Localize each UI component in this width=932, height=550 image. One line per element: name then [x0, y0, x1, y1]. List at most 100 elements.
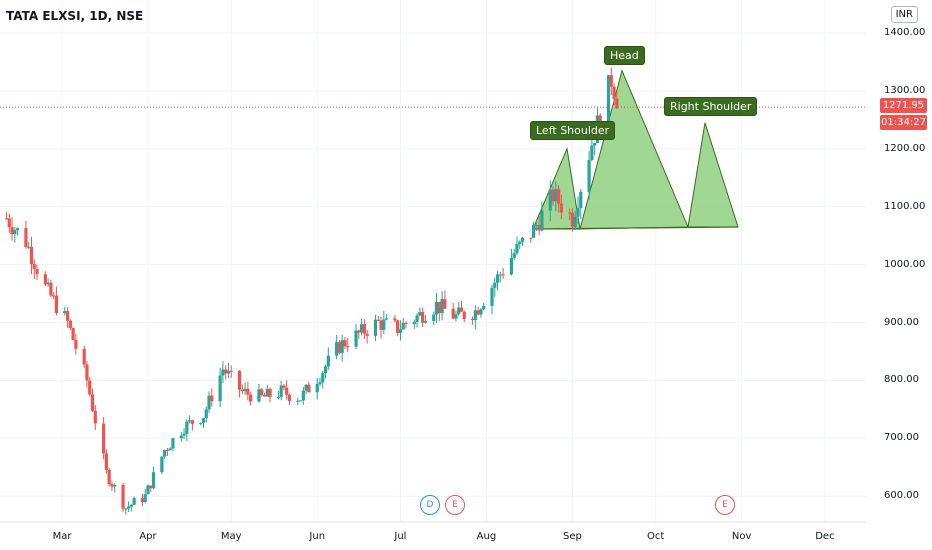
candle-body [321, 373, 325, 383]
candle-body [326, 355, 330, 367]
candle-body [432, 314, 436, 321]
left-shoulder-label[interactable]: Left Shoulder [530, 121, 616, 140]
candle-body [340, 340, 344, 353]
candle-body [71, 328, 75, 340]
candle-body [337, 342, 342, 353]
candle-body [190, 420, 194, 424]
right-shoulder-shape[interactable] [687, 122, 739, 228]
candle-body [401, 322, 405, 330]
candle-body [43, 274, 47, 285]
earnings-event-marker[interactable]: E [445, 495, 465, 515]
x-tick-label: Jul [394, 531, 407, 542]
candle-body [548, 189, 552, 211]
candle-body [16, 228, 20, 231]
candle-body [593, 143, 597, 146]
candle-body [143, 494, 147, 503]
candle-body [74, 339, 78, 349]
candle-body [384, 318, 389, 320]
candle-body [207, 395, 211, 410]
candle-body [199, 423, 203, 425]
candle-body [146, 485, 150, 495]
earnings-event-marker[interactable]: E [715, 495, 735, 515]
x-tick-label: Dec [815, 531, 835, 542]
price-axis[interactable] [866, 0, 932, 550]
currency-badge[interactable]: INR [890, 6, 918, 23]
candle-body [160, 456, 164, 473]
candle-body [418, 312, 422, 316]
candle-body [182, 433, 186, 436]
neckline[interactable] [532, 226, 739, 230]
candle-body [304, 384, 308, 391]
y-tick-label: 800.00 [884, 374, 919, 386]
dividend-event-marker[interactable]: D [420, 495, 440, 515]
candle-body [201, 418, 206, 424]
candle-body [46, 282, 50, 285]
x-tick-label: Mar [52, 531, 72, 542]
candle-body [90, 394, 95, 411]
candle-body [360, 324, 364, 333]
candle-body [343, 340, 347, 347]
candle-body [609, 75, 613, 87]
candle-body [559, 203, 563, 213]
candle-body [32, 263, 36, 270]
candle-body [237, 370, 242, 390]
candle-body [85, 364, 89, 381]
candle-body [7, 218, 11, 228]
grid-lines [0, 0, 866, 522]
candle-body [357, 330, 361, 333]
y-tick-label: 1400.00 [884, 27, 926, 38]
candle-body [121, 484, 125, 509]
candle-body [246, 388, 250, 395]
candle-body [149, 485, 153, 489]
y-tick-label: 600.00 [884, 490, 919, 502]
candle-body [179, 435, 183, 439]
candle-body [276, 397, 280, 399]
candle-body [379, 320, 383, 330]
candle-body [362, 324, 366, 334]
candle-body [415, 315, 419, 322]
candle-body [573, 216, 577, 228]
candle-body [93, 410, 97, 424]
candle-body [229, 370, 233, 372]
candle-body [315, 383, 319, 393]
candle-body [279, 385, 283, 398]
head-and-shoulders-pattern[interactable] [532, 69, 739, 230]
candle-body [576, 208, 580, 217]
candle-body [296, 400, 300, 402]
candle-body [568, 212, 572, 214]
candle-body [210, 395, 214, 402]
candle-body [512, 253, 516, 258]
head-shape[interactable] [579, 69, 689, 230]
candle-body [221, 369, 225, 376]
candle-body [532, 225, 536, 238]
candle-body [268, 388, 272, 398]
candle-body [354, 330, 358, 347]
candle-body [482, 305, 486, 310]
x-tick-label: Aug [476, 531, 497, 542]
candle-body [423, 320, 428, 323]
symbol-title: TATA ELXSI, 1D, NSE [6, 9, 144, 23]
candle-body [346, 346, 350, 348]
candle-body [243, 388, 247, 392]
candle-body [382, 319, 386, 330]
candle-body [249, 394, 253, 402]
candle-body [459, 307, 464, 312]
candle-body [224, 369, 228, 374]
candle-body [490, 287, 494, 306]
candle-body [518, 241, 522, 244]
candle-body [151, 472, 156, 489]
candle-body [473, 310, 477, 320]
head-label[interactable]: Head [604, 46, 645, 65]
candle-body [440, 299, 444, 314]
right-shoulder-label[interactable]: Right Shoulder [664, 97, 758, 116]
x-tick-label: May [220, 531, 242, 542]
y-tick-label: 900.00 [884, 316, 919, 328]
candle-body [590, 145, 594, 161]
candle-body [579, 191, 583, 209]
candle-body [171, 438, 175, 449]
candle-body [52, 295, 56, 297]
candle-body [615, 98, 619, 109]
candle-body [132, 498, 136, 505]
countdown-label: 01:34:27 [880, 115, 927, 130]
